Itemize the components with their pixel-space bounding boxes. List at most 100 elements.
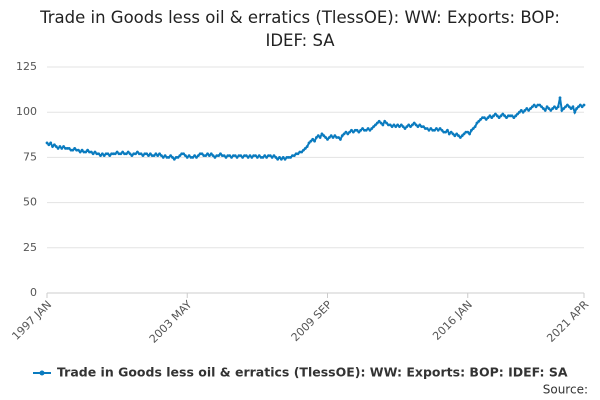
point [564, 105, 567, 109]
point [407, 123, 411, 127]
point [254, 154, 257, 157]
point [429, 127, 433, 130]
point [416, 125, 420, 129]
point [113, 152, 117, 156]
point [206, 152, 209, 156]
point [106, 152, 110, 156]
point [554, 107, 558, 110]
point [562, 107, 566, 110]
point [565, 103, 569, 107]
chart-title: Trade in Goods less oil & erratics (Tles… [40, 8, 560, 50]
point [76, 148, 80, 152]
point [71, 148, 75, 152]
point [52, 143, 56, 147]
point [84, 150, 88, 154]
point [257, 154, 261, 157]
series-line [46, 97, 585, 161]
point [372, 125, 376, 129]
point [333, 134, 337, 138]
point [434, 127, 438, 130]
point [412, 121, 416, 125]
point [121, 150, 125, 154]
point [195, 156, 198, 159]
point [523, 108, 527, 112]
point [366, 127, 370, 130]
point [119, 152, 123, 156]
legend-label: Trade in Goods less oil & erratics (Tles… [57, 365, 568, 380]
point [534, 105, 538, 109]
x-tick-label: 1997 JAN [9, 298, 54, 343]
point [470, 128, 473, 132]
point [375, 121, 379, 125]
point [261, 156, 265, 159]
y-tick-label: 100 [16, 105, 37, 118]
point [525, 107, 529, 110]
point [374, 123, 377, 127]
point [361, 127, 364, 130]
point [510, 114, 514, 118]
point [405, 125, 409, 129]
source: Source: [543, 383, 588, 397]
point [222, 154, 226, 157]
point [134, 152, 137, 156]
point [399, 123, 403, 127]
point [545, 105, 549, 109]
point [425, 127, 429, 130]
point [171, 156, 174, 159]
point [403, 127, 407, 130]
point [339, 137, 342, 141]
point [300, 150, 304, 154]
point [67, 146, 71, 150]
point [51, 145, 54, 148]
point [244, 154, 248, 157]
point [278, 156, 281, 159]
point [444, 130, 447, 134]
point [156, 154, 160, 157]
y-tick-label: 75 [23, 150, 37, 163]
point [573, 110, 577, 114]
point [542, 107, 545, 110]
point [219, 152, 222, 156]
point [148, 152, 152, 156]
point [322, 134, 326, 138]
point [519, 108, 523, 112]
point [401, 125, 405, 129]
point [305, 145, 309, 148]
point [178, 154, 182, 157]
point [78, 150, 82, 154]
point [516, 112, 519, 116]
point [497, 116, 501, 120]
point [438, 127, 442, 130]
point [289, 156, 292, 159]
point [200, 152, 204, 156]
point [126, 150, 130, 154]
point [124, 152, 128, 156]
x-tick-label: 2009 SEP [289, 298, 335, 344]
point [139, 152, 143, 156]
point [224, 156, 228, 159]
point [379, 121, 383, 125]
point [303, 146, 307, 150]
point [230, 156, 233, 159]
point [577, 105, 580, 109]
point [460, 134, 464, 138]
point [327, 136, 331, 139]
point [283, 157, 287, 161]
point [350, 128, 353, 132]
point [47, 143, 51, 147]
point [182, 152, 185, 156]
point [265, 156, 268, 159]
x-tick-label: 2003 MAY [147, 298, 195, 346]
point [167, 156, 171, 159]
point [108, 154, 112, 157]
point [427, 128, 431, 132]
x-tick-label: 2016 JAN [430, 298, 475, 343]
y-tick-label: 125 [16, 60, 37, 73]
point [331, 136, 335, 139]
point [154, 152, 158, 156]
point [479, 118, 483, 121]
point [558, 96, 562, 100]
point [315, 136, 318, 139]
point [527, 108, 531, 112]
point [368, 128, 372, 132]
